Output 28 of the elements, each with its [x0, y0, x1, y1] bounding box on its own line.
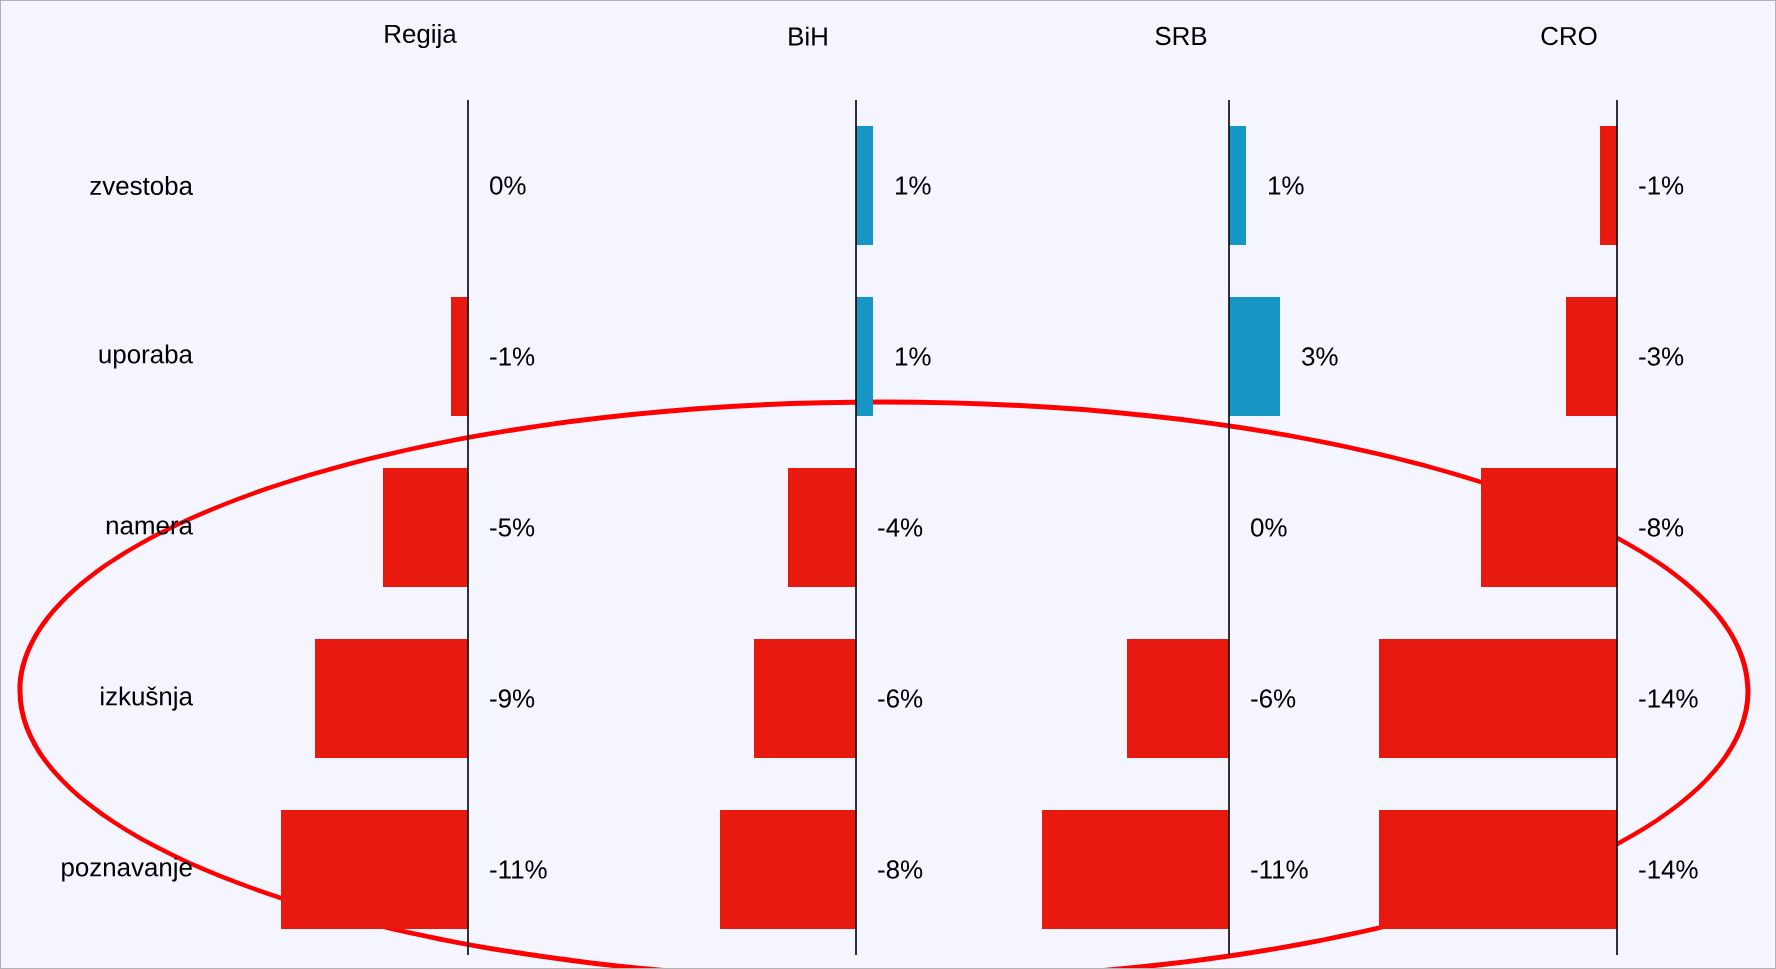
data-label: 1% — [1269, 176, 1304, 195]
data-label: -5% — [490, 518, 535, 537]
data-label: 1% — [896, 347, 931, 366]
data-label: -8% — [878, 860, 923, 879]
data-label: 1% — [896, 176, 931, 195]
data-label: -1% — [490, 347, 535, 366]
y-tick-label: poznavanje — [62, 857, 192, 882]
data-label: -3% — [1639, 347, 1684, 366]
data-label: -11% — [1251, 860, 1308, 879]
data-label: -6% — [878, 689, 923, 708]
chart-title: Regija — [385, 23, 457, 49]
data-label: -9% — [490, 689, 535, 708]
y-tick-label: zvestoba — [90, 175, 193, 196]
data-label: 3% — [1302, 347, 1338, 366]
data-label: -8% — [1639, 518, 1684, 537]
chart-title: SRB — [1155, 26, 1207, 46]
chart-title: CRO — [1541, 26, 1597, 46]
data-label: -4% — [878, 518, 923, 537]
data-label: 0% — [1251, 518, 1287, 537]
y-tick-label: uporaba — [99, 344, 193, 369]
data-label: -14% — [1639, 860, 1698, 879]
data-label: -6% — [1251, 689, 1296, 708]
y-tick-label: izkušnja — [101, 686, 193, 711]
data-label: -14% — [1639, 689, 1698, 708]
data-label: -11% — [490, 860, 547, 879]
chart-title: BiH — [789, 26, 827, 46]
data-label: 0% — [490, 176, 526, 195]
data-label: -1% — [1639, 176, 1684, 195]
